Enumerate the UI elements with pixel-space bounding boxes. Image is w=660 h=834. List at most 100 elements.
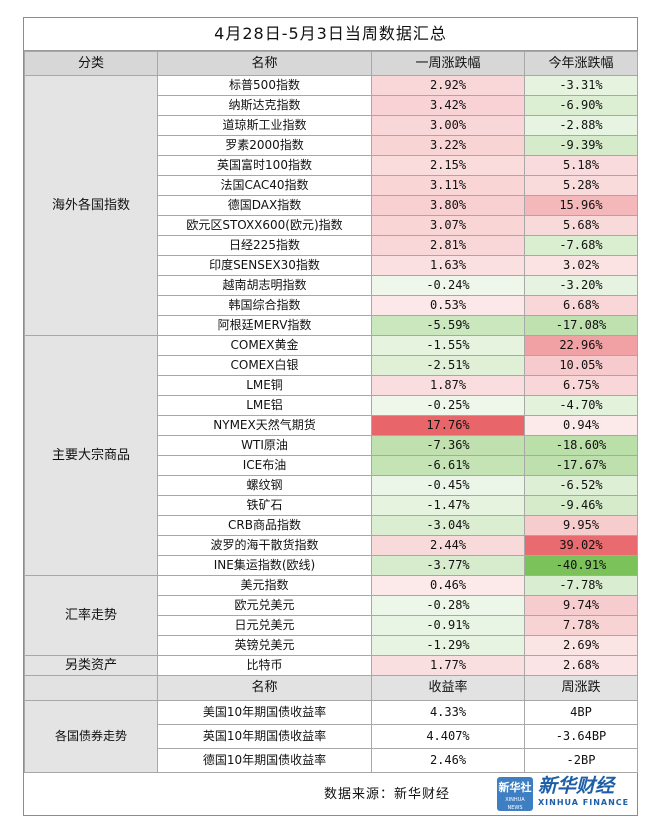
row-name: 日经225指数 (157, 235, 372, 256)
data-table: 分类 名称 一周涨跌幅 今年涨跌幅 海外各国指数 标普500指数 2.92% -3.3… (24, 51, 638, 773)
table-row: 汇率走势 美元指数 0.46% -7.78% (24, 575, 638, 656)
header-ytd-change: 今年涨跌幅 (524, 51, 638, 76)
ytd-change-cell: -7.68% (524, 235, 638, 256)
brand-cn: 新华财经 (538, 775, 615, 797)
week-change-cell: 2.15% (371, 155, 525, 176)
row-name: COMEX白银 (157, 355, 372, 376)
table-row: 欧元区STOXX600(欧元)指数 3.07% 5.68% (25, 215, 638, 236)
table-header-row: 分类 名称 一周涨跌幅 今年涨跌幅 (24, 51, 638, 76)
ytd-change-cell: 5.28% (524, 175, 638, 196)
sheet-title: 4月28日-5月3日当周数据汇总 (24, 18, 637, 51)
table-row: 海外各国指数 标普500指数 2.92% -3.31% (24, 75, 638, 336)
row-name: 德国DAX指数 (157, 195, 372, 216)
row-name: CRB商品指数 (157, 515, 372, 536)
table-row: CRB商品指数 -3.04% 9.95% (25, 515, 638, 536)
row-name: 英国富时100指数 (157, 155, 372, 176)
row-name: NYMEX天然气期货 (157, 415, 372, 436)
row-name: 日元兑美元 (157, 615, 372, 636)
week-change-cell: -0.28% (371, 595, 525, 616)
logo-box-text: 新华社 (498, 781, 532, 794)
row-name: 铁矿石 (157, 495, 372, 516)
week-change-cell: -6.61% (371, 455, 525, 476)
bond-header-row: 名称 收益率 周涨跌 (24, 675, 638, 701)
table-row: 各国债券走势 美国10年期国债收益率 4.33% 4BP (24, 700, 638, 773)
week-change-cell: 3.22% (371, 135, 525, 156)
row-name: 越南胡志明指数 (157, 275, 372, 296)
ytd-change-cell: 15.96% (524, 195, 638, 216)
row-name: 美元指数 (157, 575, 372, 596)
ytd-change-cell: 10.05% (524, 355, 638, 376)
week-change-cell: 3.00% (371, 115, 525, 136)
bond-name: 德国10年期国债收益率 (157, 748, 372, 773)
ytd-change-cell: 22.96% (524, 335, 638, 356)
table-row: COMEX白银 -2.51% 10.05% (25, 355, 638, 376)
table-row: ICE布油 -6.61% -17.67% (25, 455, 638, 476)
row-name: 法国CAC40指数 (157, 175, 372, 196)
row-name: 道琼斯工业指数 (157, 115, 372, 136)
logo-box-sub: XINHUA NEWS (505, 797, 525, 811)
ytd-change-cell: -17.08% (524, 315, 638, 336)
week-change-cell: -1.55% (371, 335, 525, 356)
row-name: LME铜 (157, 375, 372, 396)
ytd-change-cell: 9.74% (524, 595, 638, 616)
table-row: 罗素2000指数 3.22% -9.39% (25, 135, 638, 156)
ytd-change-cell: -6.52% (524, 475, 638, 496)
table-row: 另类资产 比特币 1.77% 2.68% (24, 655, 638, 676)
bond-name: 英国10年期国债收益率 (157, 724, 372, 749)
row-name: 比特币 (157, 655, 372, 676)
week-change-cell: -0.91% (371, 615, 525, 636)
week-change-cell: 2.44% (371, 535, 525, 556)
ytd-change-cell: 2.68% (524, 655, 638, 676)
row-name: 欧元区STOXX600(欧元)指数 (157, 215, 372, 236)
ytd-change-cell: -4.70% (524, 395, 638, 416)
table-row: 主要大宗商品 COMEX黄金 -1.55% 22.96% (24, 335, 638, 576)
bond-yield: 4.407% (371, 724, 525, 749)
bond-change: -2BP (524, 748, 638, 773)
ytd-change-cell: 3.02% (524, 255, 638, 276)
ytd-change-cell: -40.91% (524, 555, 638, 576)
week-change-cell: 1.77% (371, 655, 525, 676)
week-change-cell: 0.46% (371, 575, 525, 596)
row-name: LME铝 (157, 395, 372, 416)
header-name: 名称 (157, 51, 372, 76)
ytd-change-cell: 6.75% (524, 375, 638, 396)
week-change-cell: -3.04% (371, 515, 525, 536)
row-name: INE集运指数(欧线) (157, 555, 372, 576)
header-week-change: 一周涨跌幅 (371, 51, 525, 76)
bond-yield: 2.46% (371, 748, 525, 773)
row-name: ICE布油 (157, 455, 372, 476)
row-name: 英镑兑美元 (157, 635, 372, 656)
ytd-change-cell: -9.39% (524, 135, 638, 156)
row-name: 罗素2000指数 (157, 135, 372, 156)
bond-header-name: 名称 (157, 675, 372, 701)
week-change-cell: -2.51% (371, 355, 525, 376)
category-cell-exchange-rates: 汇率走势 (24, 575, 158, 656)
bond-table-body: 名称 收益率 周涨跌 各国债券走势 美国10年期国债收益率 4.33% 4BP … (24, 675, 638, 773)
ytd-change-cell: -18.60% (524, 435, 638, 456)
ytd-change-cell: -3.31% (524, 75, 638, 96)
bond-change: 4BP (524, 700, 638, 725)
ytd-change-cell: 39.02% (524, 535, 638, 556)
ytd-change-cell: 5.68% (524, 215, 638, 236)
row-name: 欧元兑美元 (157, 595, 372, 616)
ytd-change-cell: -3.20% (524, 275, 638, 296)
bond-change: -3.64BP (524, 724, 638, 749)
table-row: 越南胡志明指数 -0.24% -3.20% (25, 275, 638, 296)
bond-header-yield: 收益率 (371, 675, 525, 701)
xinhua-finance-logo: 新华财经 XINHUA FINANCE (538, 775, 629, 809)
row-name: 韩国综合指数 (157, 295, 372, 316)
category-cell-alternative-assets: 另类资产 (24, 655, 158, 676)
week-change-cell: 3.42% (371, 95, 525, 116)
ytd-change-cell: 7.78% (524, 615, 638, 636)
table-row: 波罗的海干散货指数 2.44% 39.02% (25, 535, 638, 556)
ytd-change-cell: 9.95% (524, 515, 638, 536)
row-name: 阿根廷MERV指数 (157, 315, 372, 336)
week-change-cell: -0.45% (371, 475, 525, 496)
ytd-change-cell: -2.88% (524, 115, 638, 136)
ytd-change-cell: -9.46% (524, 495, 638, 516)
row-name: COMEX黄金 (157, 335, 372, 356)
table-row: LME铝 -0.25% -4.70% (25, 395, 638, 416)
week-change-cell: -7.36% (371, 435, 525, 456)
ytd-change-cell: 2.69% (524, 635, 638, 656)
ytd-change-cell: -6.90% (524, 95, 638, 116)
